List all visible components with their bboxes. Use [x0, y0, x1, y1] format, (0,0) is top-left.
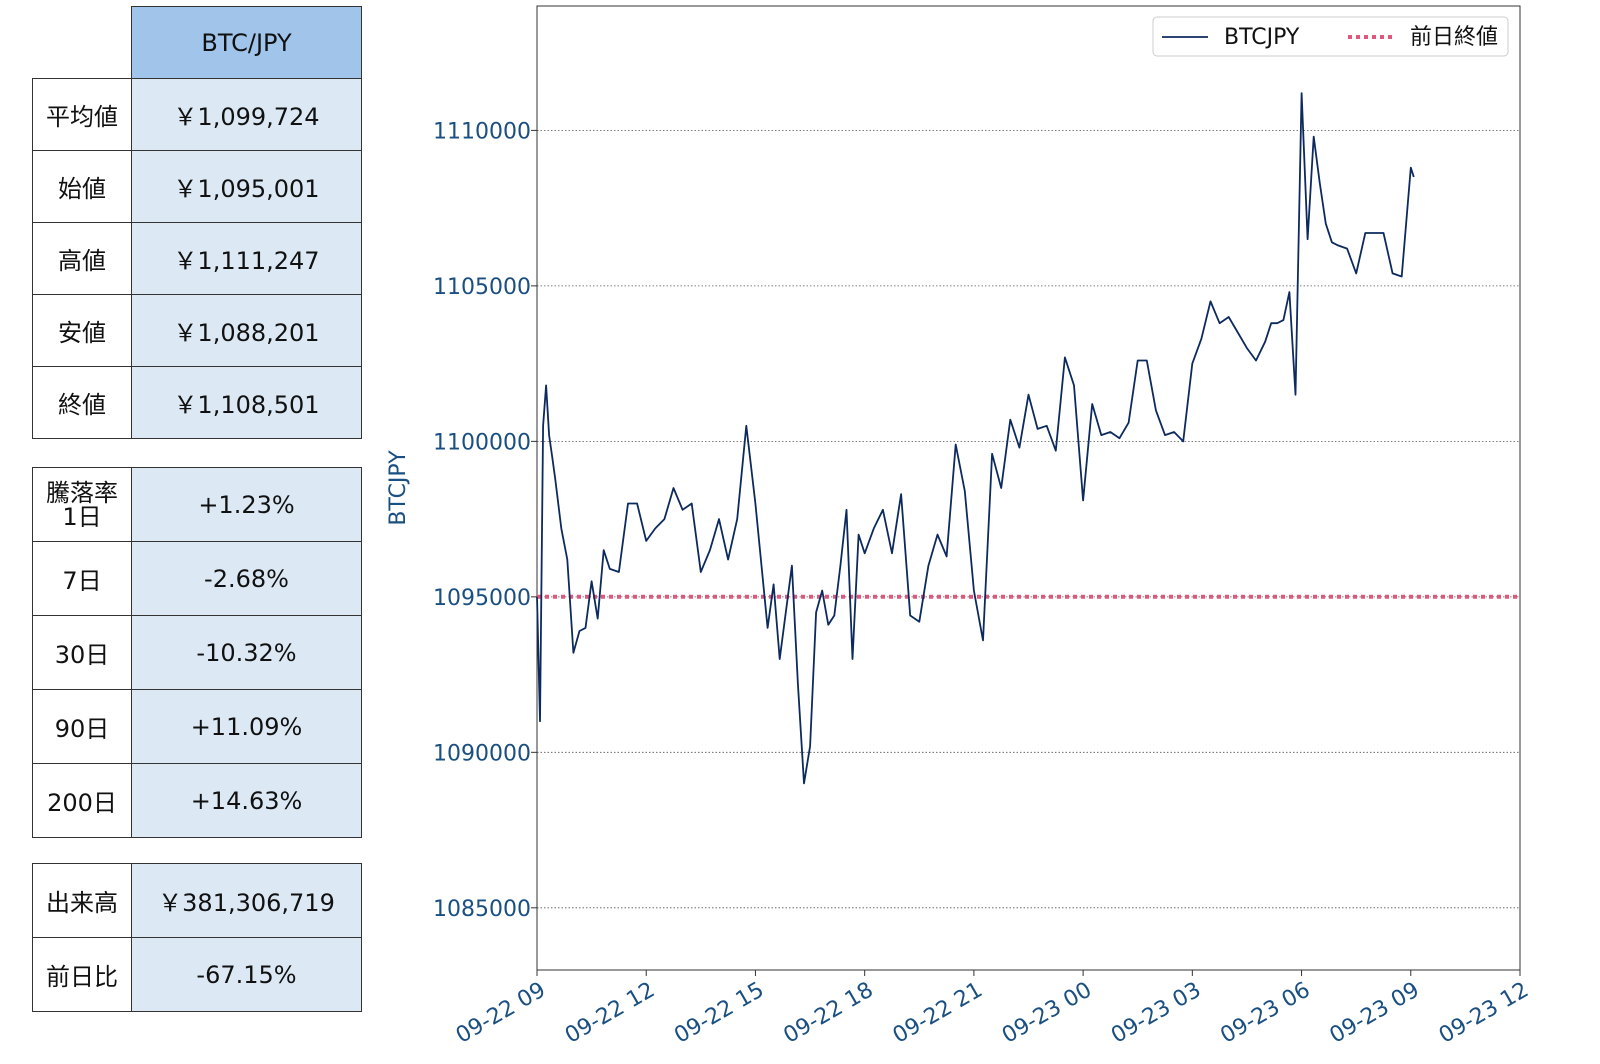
y-tick-label: 1100000	[433, 430, 531, 455]
row-label: 安値	[32, 294, 132, 367]
x-tick-label: 09-22 12	[561, 978, 659, 1049]
y-tick-label: 1105000	[433, 275, 531, 300]
x-tick-label: 09-22 09	[452, 978, 550, 1049]
x-tick-label: 09-23 00	[998, 978, 1096, 1049]
table-row: 出来高 ￥381,306,719	[32, 863, 362, 938]
table-row: 終値 ￥1,108,501	[32, 366, 362, 439]
row-value: ￥1,108,501	[131, 366, 362, 439]
y-tick-label: 1095000	[433, 586, 531, 611]
row-label: 終値	[32, 366, 132, 439]
table-row: 始値 ￥1,095,001	[32, 150, 362, 223]
row-value: ￥1,095,001	[131, 150, 362, 223]
y-tick-label: 1085000	[433, 897, 531, 922]
plot-frame	[536, 5, 1521, 971]
table-row: 騰落率 1日 +1.23%	[32, 467, 362, 542]
row-value: +11.09%	[131, 689, 362, 764]
x-tick-label: 09-22 21	[889, 978, 987, 1049]
row-label: 前日比	[32, 937, 132, 1012]
row-label: 始値	[32, 150, 132, 223]
table-row: 30日 -10.32%	[32, 615, 362, 690]
table-row: 7日 -2.68%	[32, 541, 362, 616]
x-tick-label: 09-23 03	[1107, 978, 1205, 1049]
legend-label: 前日終値	[1410, 25, 1498, 50]
change-title: 騰落率	[46, 478, 118, 507]
table-row: 前日比 -67.15%	[32, 937, 362, 1012]
row-label: 高値	[32, 222, 132, 295]
y-axis-label: BTCJPY	[386, 450, 411, 526]
x-tick-label: 09-23 12	[1435, 978, 1533, 1049]
period-label: 1日	[62, 502, 102, 531]
row-value: -2.68%	[131, 541, 362, 616]
row-value: ￥1,111,247	[131, 222, 362, 295]
table-row: 200日 +14.63%	[32, 763, 362, 838]
table-row: 平均値 ￥1,099,724	[32, 78, 362, 151]
row-value: ￥1,088,201	[131, 294, 362, 367]
pair-header: BTC/JPY	[131, 6, 362, 79]
row-label: 騰落率 1日	[32, 467, 132, 542]
volume-table: 出来高 ￥381,306,719 前日比 -67.15%	[32, 863, 362, 1012]
row-value: -67.15%	[131, 937, 362, 1012]
row-label: 出来高	[32, 863, 132, 938]
row-label: 90日	[32, 689, 132, 764]
change-rate-table: 騰落率 1日 +1.23% 7日 -2.68% 30日 -10.32% 90日 …	[32, 467, 362, 838]
price-line	[536, 92, 1415, 785]
table-row: 安値 ￥1,088,201	[32, 294, 362, 367]
row-value: -10.32%	[131, 615, 362, 690]
x-tick-label: 09-22 18	[779, 978, 877, 1049]
x-tick-label: 09-23 09	[1326, 978, 1424, 1049]
summary-table: BTC/JPY 平均値 ￥1,099,724 始値 ￥1,095,001 高値 …	[32, 6, 362, 439]
table-row: 高値 ￥1,111,247	[32, 222, 362, 295]
row-label: 200日	[32, 763, 132, 838]
legend-label: BTCJPY	[1224, 25, 1300, 50]
row-value: +14.63%	[131, 763, 362, 838]
x-tick-label: 09-22 15	[670, 978, 768, 1049]
y-tick-label: 1110000	[433, 119, 531, 144]
legend-box	[1152, 16, 1509, 57]
x-tick-label: 09-23 06	[1216, 978, 1314, 1049]
table-row: 90日 +11.09%	[32, 689, 362, 764]
row-value: +1.23%	[131, 467, 362, 542]
y-tick-label: 1090000	[433, 741, 531, 766]
